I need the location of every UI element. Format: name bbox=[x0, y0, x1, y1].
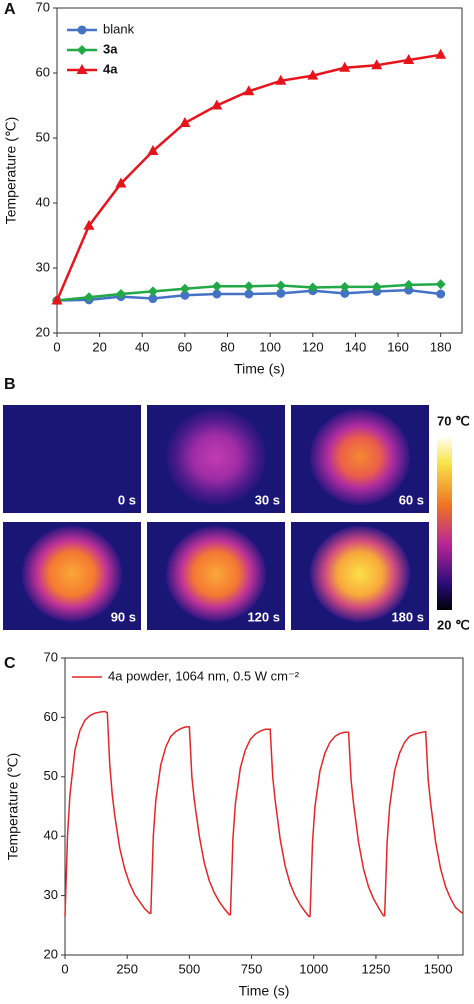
thermal-spot bbox=[310, 526, 410, 622]
thermal-spot bbox=[166, 409, 266, 505]
x-axis-label: Time (s) bbox=[234, 361, 285, 377]
y-tick-label: 30 bbox=[36, 259, 50, 274]
colorbar-label: 70 ℃ bbox=[437, 413, 470, 428]
marker bbox=[403, 54, 415, 64]
marker bbox=[148, 294, 158, 304]
y-tick-label: 20 bbox=[44, 946, 58, 961]
marker bbox=[307, 69, 319, 80]
marker bbox=[276, 288, 286, 298]
x-tick-label: 0 bbox=[53, 339, 60, 354]
marker bbox=[339, 61, 351, 72]
plot-frame bbox=[56, 7, 463, 334]
y-tick-label: 50 bbox=[36, 129, 50, 144]
legend-label: 3a bbox=[103, 41, 118, 56]
marker bbox=[51, 294, 63, 305]
marker bbox=[212, 289, 222, 299]
y-tick-label: 20 bbox=[36, 324, 50, 339]
marker bbox=[115, 177, 127, 188]
x-axis-label: Time (s) bbox=[239, 983, 290, 999]
time-label: 30 s bbox=[255, 492, 280, 507]
marker bbox=[275, 280, 286, 291]
x-tick-label: 120 bbox=[302, 339, 324, 354]
marker bbox=[403, 279, 414, 290]
marker bbox=[435, 48, 447, 59]
y-tick-label: 70 bbox=[36, 0, 50, 14]
x-tick-label: 1000 bbox=[299, 961, 328, 976]
marker bbox=[307, 282, 318, 293]
x-tick-label: 180 bbox=[430, 339, 452, 354]
marker bbox=[83, 292, 94, 303]
x-tick-label: 140 bbox=[345, 339, 367, 354]
marker bbox=[435, 279, 446, 290]
y-tick-label: 60 bbox=[44, 709, 58, 724]
y-axis-label: Temperature (℃) bbox=[3, 117, 19, 225]
y-axis-label: Temperature (℃) bbox=[5, 753, 21, 861]
thermal-spot bbox=[22, 526, 122, 622]
legend-label: blank bbox=[103, 21, 135, 36]
legend-marker bbox=[77, 25, 87, 35]
marker bbox=[436, 289, 446, 299]
x-tick-label: 250 bbox=[116, 961, 138, 976]
y-tick-label: 40 bbox=[44, 828, 58, 843]
x-tick-label: 20 bbox=[92, 339, 106, 354]
time-label: 60 s bbox=[399, 492, 424, 507]
panel-label: B bbox=[4, 376, 16, 393]
panel-label: A bbox=[4, 1, 16, 18]
marker bbox=[83, 219, 95, 230]
time-label: 120 s bbox=[247, 609, 280, 624]
x-tick-label: 80 bbox=[220, 339, 234, 354]
marker bbox=[179, 117, 191, 128]
thermal-spot bbox=[166, 526, 266, 622]
marker bbox=[180, 290, 190, 300]
time-label: 180 s bbox=[391, 609, 424, 624]
marker bbox=[243, 281, 254, 292]
marker bbox=[371, 59, 383, 70]
marker bbox=[211, 281, 222, 292]
x-tick-label: 40 bbox=[135, 339, 149, 354]
marker bbox=[243, 85, 255, 96]
thermal-images: 0 s 30 s 60 s 90 s 120 s 180 s bbox=[3, 405, 429, 630]
panel-label: C bbox=[4, 655, 16, 672]
time-label: 90 s bbox=[111, 609, 136, 624]
colorbar bbox=[437, 437, 452, 610]
marker bbox=[147, 286, 158, 297]
x-tick-label: 60 bbox=[178, 339, 192, 354]
thermal-spot bbox=[310, 409, 410, 505]
x-tick-label: 1250 bbox=[361, 961, 390, 976]
legend-label: 4a bbox=[103, 61, 118, 76]
plot-frame bbox=[64, 657, 464, 956]
marker bbox=[147, 145, 159, 155]
marker bbox=[404, 285, 414, 295]
x-tick-label: 100 bbox=[259, 339, 281, 354]
marker bbox=[339, 281, 350, 292]
x-tick-label: 160 bbox=[387, 339, 409, 354]
legend-label: 4a powder, 1064 nm, 0.5 W cm⁻² bbox=[108, 668, 300, 683]
legend-marker bbox=[76, 64, 88, 74]
colorbar-label: 20 ℃ bbox=[437, 617, 470, 632]
x-tick-label: 750 bbox=[241, 961, 263, 976]
x-tick-label: 1500 bbox=[424, 961, 453, 976]
y-tick-label: 60 bbox=[36, 64, 50, 79]
time-label: 0 s bbox=[118, 492, 136, 507]
marker bbox=[179, 283, 190, 294]
thermal-background bbox=[3, 405, 141, 513]
series-line bbox=[64, 710, 464, 918]
marker bbox=[244, 289, 254, 299]
marker bbox=[340, 288, 350, 298]
legend-marker bbox=[77, 45, 87, 55]
x-tick-label: 500 bbox=[179, 961, 201, 976]
y-tick-label: 40 bbox=[36, 194, 50, 209]
y-tick-label: 70 bbox=[44, 649, 58, 664]
x-tick-label: 0 bbox=[61, 961, 68, 976]
marker bbox=[275, 74, 287, 85]
y-tick-label: 50 bbox=[44, 768, 58, 783]
y-tick-label: 30 bbox=[44, 887, 58, 902]
marker bbox=[371, 281, 382, 292]
marker bbox=[115, 289, 126, 299]
marker bbox=[211, 99, 223, 110]
